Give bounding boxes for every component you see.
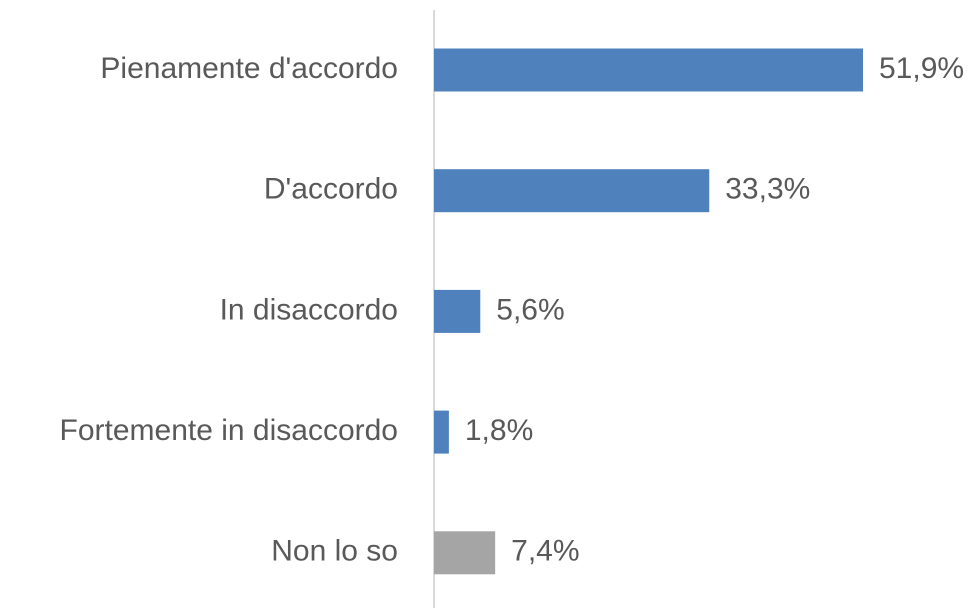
value-label: 1,8% bbox=[465, 414, 533, 447]
bar bbox=[434, 410, 449, 454]
bar bbox=[434, 289, 481, 333]
category-label: Fortemente in disaccordo bbox=[60, 414, 399, 447]
category-label: Pienamente d'accordo bbox=[100, 52, 398, 85]
value-label: 51,9% bbox=[879, 52, 964, 85]
value-label: 7,4% bbox=[511, 535, 579, 568]
category-label: D'accordo bbox=[264, 173, 398, 206]
category-label: Non lo so bbox=[271, 535, 398, 568]
bar bbox=[434, 531, 496, 575]
bar bbox=[434, 48, 863, 92]
category-label: In disaccordo bbox=[220, 293, 398, 326]
value-label: 33,3% bbox=[725, 173, 810, 206]
value-label: 5,6% bbox=[496, 293, 564, 326]
bar bbox=[434, 169, 710, 213]
